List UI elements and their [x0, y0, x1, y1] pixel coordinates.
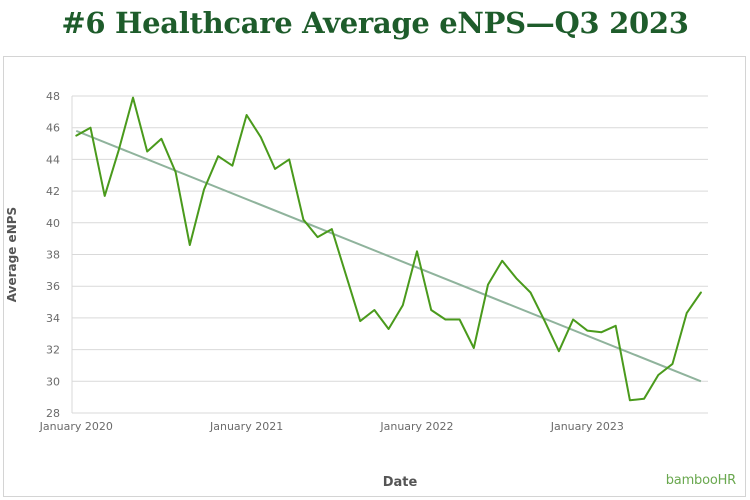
y-axis-ticks: 28 30 32 34 36 38 40 42 44 46 48	[46, 90, 60, 420]
x-tick-label: January 2021	[209, 420, 283, 433]
y-tick-label: 42	[46, 185, 60, 198]
y-tick-label: 44	[46, 153, 60, 166]
chart-title: #6 Healthcare Average eNPS—Q3 2023	[61, 6, 689, 40]
y-tick-label: 48	[46, 90, 60, 103]
series-group	[75, 96, 702, 402]
y-tick-label: 38	[46, 249, 60, 262]
gridlines	[71, 95, 708, 414]
y-tick-label: 36	[46, 280, 60, 293]
x-tick-label: January 2023	[550, 420, 624, 433]
chart-panel	[3, 56, 746, 497]
y-tick-label: 28	[46, 407, 60, 420]
x-axis-ticks: January 2020 January 2021 January 2022 Janu…	[39, 420, 624, 433]
y-tick-label: 32	[46, 344, 60, 357]
x-tick-label: January 2022	[379, 420, 453, 433]
series-line	[75, 96, 702, 402]
trendline-group	[75, 129, 702, 383]
y-tick-label: 46	[46, 122, 60, 135]
y-tick-label: 34	[46, 312, 60, 325]
y-tick-label: 30	[46, 375, 60, 388]
x-tick-label: January 2020	[39, 420, 113, 433]
bamboohr-logo: bambooHR	[665, 473, 736, 488]
x-axis-label: Date	[383, 475, 418, 490]
y-axis-label: Average eNPS	[5, 207, 19, 302]
trendline	[75, 129, 702, 383]
y-tick-label: 40	[46, 217, 60, 230]
